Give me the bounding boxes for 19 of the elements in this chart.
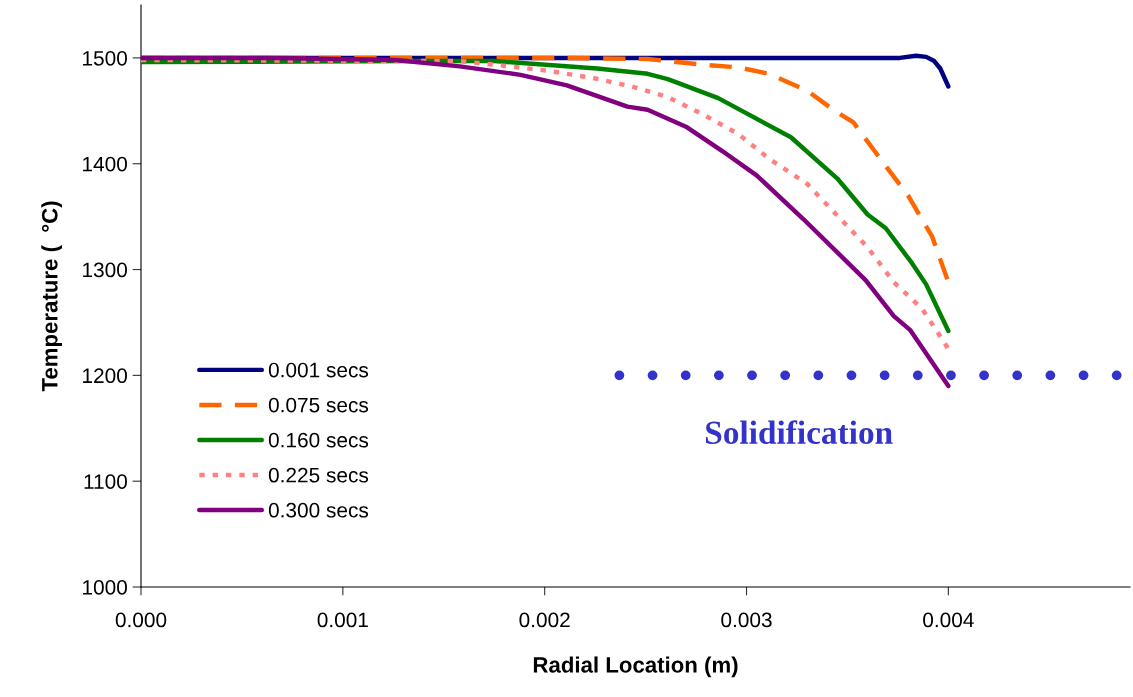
- y-tick-label: 1300: [83, 262, 127, 278]
- y-axis-title: Temperature ( °C): [41, 201, 63, 392]
- x-axis-title: Radial Location (m): [533, 656, 738, 678]
- x-tick-label: 0.003: [721, 612, 772, 628]
- x-tick-label: 0.001: [317, 612, 368, 628]
- y-tick-label: 1100: [84, 474, 127, 489]
- legend-label: 0.075 secs: [268, 397, 369, 413]
- legend-label: 0.160 secs: [268, 432, 369, 448]
- y-tick-label: 1000: [83, 580, 127, 595]
- x-tick-label: 0.000: [115, 612, 167, 628]
- y-tick-label: 1400: [83, 156, 127, 172]
- legend-label: 0.300 secs: [268, 502, 369, 518]
- y-tick-label: 1500: [83, 50, 127, 66]
- x-tick-label: 0.002: [519, 612, 570, 628]
- x-tick-label: 0.004: [923, 612, 974, 628]
- legend-label: 0.001 secs: [268, 362, 369, 378]
- y-tick-label: 1200: [83, 368, 127, 384]
- legend-label: 0.225 secs: [268, 467, 369, 483]
- annotation: Solidification: [706, 420, 893, 445]
